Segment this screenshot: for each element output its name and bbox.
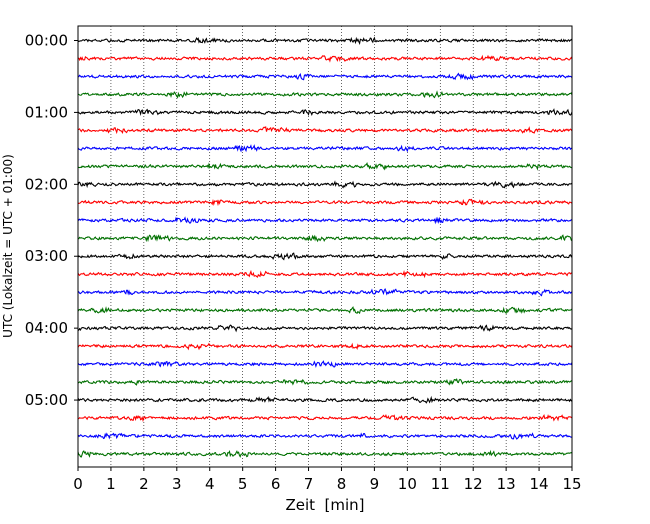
x-tick-label: 13 (497, 475, 516, 493)
x-axis-ticks: 0 1 2 3 4 5 6 7 8 9 10 11 12 13 14 15 (73, 467, 582, 493)
trace-line (77, 324, 573, 333)
x-tick-label: 2 (139, 475, 149, 493)
x-tick-label: 1 (106, 475, 116, 493)
trace-line (77, 54, 573, 63)
x-tick-label: 15 (562, 475, 581, 493)
plot-frame (77, 25, 573, 468)
trace-line (77, 126, 573, 135)
x-tick-label: 0 (73, 475, 83, 493)
x-tick-label: 3 (172, 475, 182, 493)
trace-line (77, 72, 573, 81)
trace-line (77, 252, 573, 261)
x-tick-label: 12 (464, 475, 483, 493)
x-axis-label: Zeit [min] (285, 496, 364, 514)
x-tick-label: 5 (238, 475, 248, 493)
trace-line (77, 432, 573, 440)
trace-line (77, 360, 573, 368)
trace-line (77, 90, 573, 99)
y-axis-ticks: 00:00 01:00 02:00 03:00 04:00 05:00 (25, 32, 78, 409)
x-tick-label: 10 (398, 475, 417, 493)
y-tick-label: 01:00 (25, 103, 68, 121)
x-tick-label: 11 (431, 475, 450, 493)
trace-line (77, 234, 573, 243)
x-tick-label: 7 (304, 475, 314, 493)
trace-line (77, 342, 573, 351)
y-tick-label: 02:00 (25, 175, 68, 193)
trace-line (77, 36, 573, 45)
trace-line (77, 144, 573, 153)
trace-line (77, 108, 573, 117)
trace-line (77, 449, 573, 458)
trace-line (77, 395, 573, 404)
trace-line (77, 198, 573, 207)
trace-line (77, 378, 573, 386)
trace-line (77, 180, 573, 189)
trace-line (77, 413, 573, 423)
x-tick-label: 8 (337, 475, 347, 493)
trace-line (77, 216, 573, 225)
y-tick-label: 00:00 (25, 32, 68, 50)
trace-line (77, 161, 572, 171)
y-tick-label: 05:00 (25, 391, 68, 409)
trace-line (77, 288, 573, 297)
y-tick-label: 04:00 (25, 319, 68, 337)
x-tick-label: 14 (530, 475, 549, 493)
seismic-traces (77, 36, 573, 458)
x-tick-label: 4 (205, 475, 215, 493)
y-tick-label: 03:00 (25, 247, 68, 265)
plot-background (78, 26, 572, 467)
x-tick-label: 6 (271, 475, 281, 493)
x-tick-label: 9 (370, 475, 380, 493)
trace-line (77, 269, 573, 279)
y-axis-label: UTC (Lokalzeit = UTC + 01:00) (1, 154, 15, 338)
trace-line (77, 306, 573, 315)
